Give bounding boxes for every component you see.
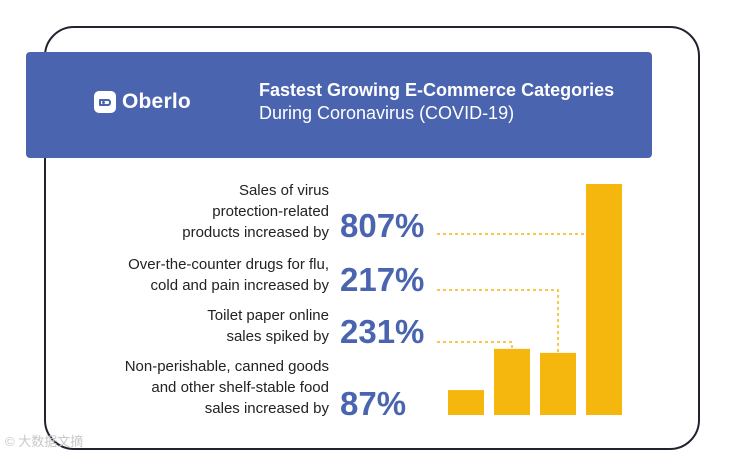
stat-line: Non-perishable, canned goods <box>124 358 329 375</box>
bar-1 <box>494 348 530 415</box>
leader-line-1 <box>437 341 513 349</box>
stat-line: sales spiked by <box>226 328 329 345</box>
stat-value-non-perishable: 87% <box>340 385 407 422</box>
chart-title: Fastest Growing E-Commerce Categories <box>259 80 615 100</box>
tag-icon <box>94 91 116 113</box>
stat-description-toilet-paper: Toilet paper online sales spiked by <box>207 305 329 347</box>
stat-line: sales increased by <box>204 400 329 417</box>
brand-name: Oberlo <box>122 90 191 113</box>
stat-line: Over-the-counter drugs for flu, <box>128 256 329 273</box>
leader-line-2 <box>437 289 559 353</box>
stat-value-otc: 217% <box>340 261 425 298</box>
bar-3 <box>586 184 622 415</box>
stat-line: Toilet paper online <box>207 307 329 324</box>
bar-2 <box>540 352 576 415</box>
stat-line: Sales of virus <box>238 182 329 199</box>
stat-line: protection-related <box>212 203 329 220</box>
bar-0 <box>448 390 484 415</box>
stat-description-otc: Over-the-counter drugs for flu, cold and… <box>128 254 329 296</box>
header-banner: Oberlo Fastest Growing E-Commerce Catego… <box>26 52 652 158</box>
stat-value-virus: 807% <box>340 207 425 244</box>
stat-line: and other shelf-stable food <box>151 379 329 396</box>
watermark: © 大数据文摘 <box>5 434 84 449</box>
stat-value-toilet-paper: 231% <box>340 313 425 350</box>
stat-description-non-perishable: Non-perishable, canned goods and other s… <box>125 356 329 419</box>
stat-line: cold and pain increased by <box>150 277 329 294</box>
stat-description-virus: Sales of virus protection-related produc… <box>182 180 329 243</box>
chart-subtitle: During Coronavirus (COVID-19) <box>259 103 515 123</box>
stat-line: products increased by <box>182 224 329 241</box>
oberlo-logo: Oberlo <box>94 90 191 114</box>
